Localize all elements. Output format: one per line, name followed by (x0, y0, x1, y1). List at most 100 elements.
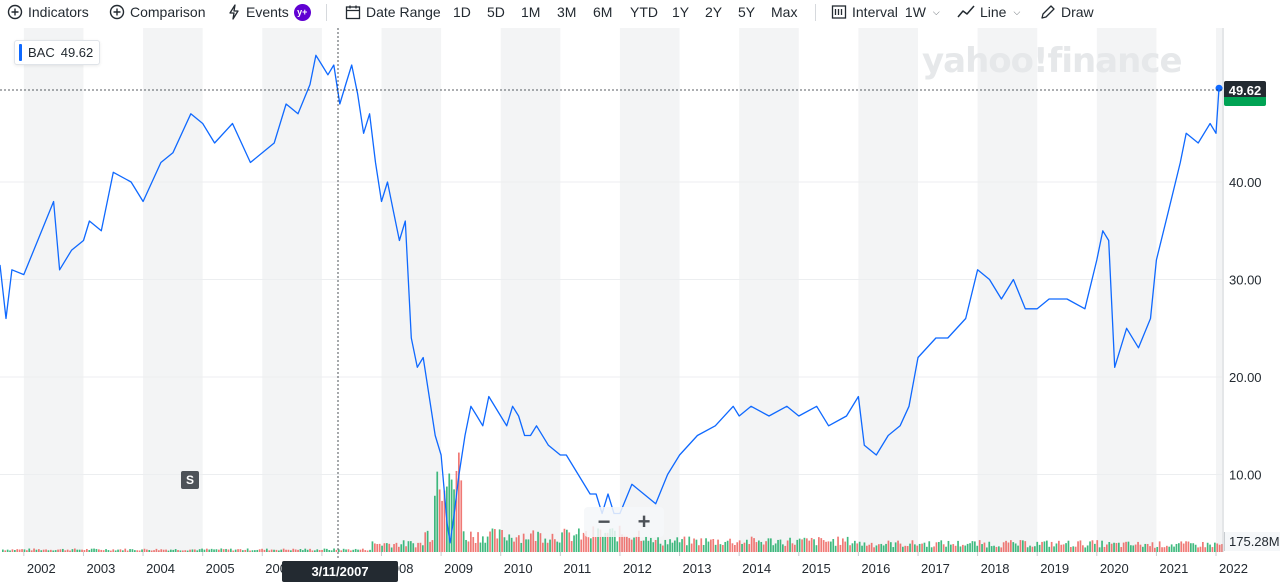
volume-bar (530, 533, 532, 552)
volume-bar (700, 538, 703, 552)
interval-dropdown[interactable]: Interval 1W ⌵ (831, 0, 940, 24)
volume-bar (928, 541, 931, 552)
volume-bar (851, 543, 854, 552)
volume-bar (220, 548, 223, 552)
volume-bar (762, 544, 765, 552)
volume-bar (678, 542, 681, 552)
price-line (0, 54, 1220, 544)
range-1m[interactable]: 1M (521, 4, 541, 20)
volume-bar (366, 550, 369, 552)
volume-bar (503, 537, 506, 552)
volume-bar (575, 534, 578, 552)
range-ytd[interactable]: YTD (630, 4, 658, 20)
volume-bar (477, 532, 479, 552)
events-button[interactable]: Events y+ (227, 0, 311, 24)
volume-bar (1206, 542, 1209, 552)
volume-bar (750, 536, 753, 552)
range-max[interactable]: Max (771, 4, 798, 20)
volume-bar (352, 549, 355, 552)
volume-bar (357, 549, 359, 552)
series-color-swatch (19, 44, 22, 61)
range-5d[interactable]: 5D (487, 4, 505, 20)
volume-bar (1029, 545, 1031, 552)
volume-bar (803, 537, 806, 552)
volume-bar (1122, 542, 1125, 552)
volume-bar (580, 539, 583, 552)
volume-bar (635, 536, 638, 552)
volume-bar (1048, 546, 1051, 552)
volume-bar (426, 530, 429, 552)
yahoo-finance-watermark: yahoo!finance (922, 41, 1182, 81)
volume-bar (520, 542, 523, 552)
last-price-change-strip (1224, 97, 1266, 106)
volume-bar (525, 539, 527, 552)
volume-bar (393, 544, 395, 552)
volume-bar (1007, 542, 1010, 552)
volume-bar (95, 548, 98, 552)
range-6m[interactable]: 6M (593, 4, 613, 20)
year-bands (23, 28, 1222, 552)
volume-bar (102, 550, 105, 552)
draw-button[interactable]: Draw (1040, 0, 1094, 24)
volume-bar (858, 541, 861, 552)
range-2y[interactable]: 2Y (705, 4, 723, 20)
volume-bar (38, 549, 40, 552)
range-1d[interactable]: 1D (453, 4, 471, 20)
volume-bar (1139, 544, 1142, 552)
x-tick-label: 2014 (742, 561, 771, 576)
volume-bar (604, 532, 607, 552)
volume-bar (280, 549, 283, 552)
volume-bar (652, 542, 655, 552)
volume-bar (306, 549, 309, 552)
volume-bar (47, 550, 50, 552)
volume-bar (338, 549, 340, 552)
volume-bar (218, 549, 220, 552)
volume-bar (722, 544, 724, 552)
chart-type-dropdown[interactable]: Line ⌵ (957, 0, 1020, 24)
volume-bar (21, 549, 23, 552)
indicators-button[interactable]: Indicators (7, 0, 89, 24)
volume-bar (482, 536, 484, 552)
range-5y[interactable]: 5Y (738, 4, 756, 20)
volume-bar (335, 549, 338, 552)
volume-bar (263, 549, 266, 552)
comparison-button[interactable]: Comparison (109, 0, 205, 24)
range-1y[interactable]: 1Y (672, 4, 690, 20)
volume-bar (1089, 541, 1091, 552)
volume-bar (602, 536, 604, 552)
zoom-in-button[interactable]: + (637, 509, 651, 534)
year-band-2016 (858, 28, 918, 552)
volume-bar (642, 540, 645, 552)
volume-bar (743, 542, 746, 552)
series-legend[interactable]: BAC 49.62 (14, 40, 101, 65)
volume-bar (1168, 546, 1171, 552)
volume-bar (789, 537, 791, 552)
volume-bar (150, 550, 153, 552)
split-event-flag[interactable]: S (181, 471, 199, 489)
volume-bar (74, 548, 76, 552)
volume-bar (508, 534, 511, 552)
volume-bar (201, 548, 203, 552)
volume-bar (861, 545, 863, 552)
volume-bar (748, 544, 751, 552)
y-axis: 10.00 20.00 30.00 40.00 (1229, 175, 1262, 483)
volume-bar (640, 540, 643, 552)
date-range-button[interactable]: Date Range (345, 0, 441, 24)
volume-bar (1161, 547, 1163, 552)
y-tick-label: 10.00 (1229, 468, 1262, 483)
line-chart-icon (957, 5, 975, 18)
volume-bar (863, 542, 866, 552)
volume-bar (443, 490, 446, 552)
volume-bar (671, 542, 674, 552)
volume-bar (1113, 542, 1115, 552)
volume-bar (654, 539, 657, 552)
zoom-out-button[interactable]: − (597, 509, 611, 534)
volume-bar (1115, 543, 1118, 552)
volume-bar (561, 532, 563, 552)
volume-bar (669, 539, 671, 552)
volume-bar (134, 550, 136, 552)
range-3m[interactable]: 3M (557, 4, 577, 20)
volume-bar (1118, 542, 1120, 552)
volume-bar (818, 537, 820, 552)
